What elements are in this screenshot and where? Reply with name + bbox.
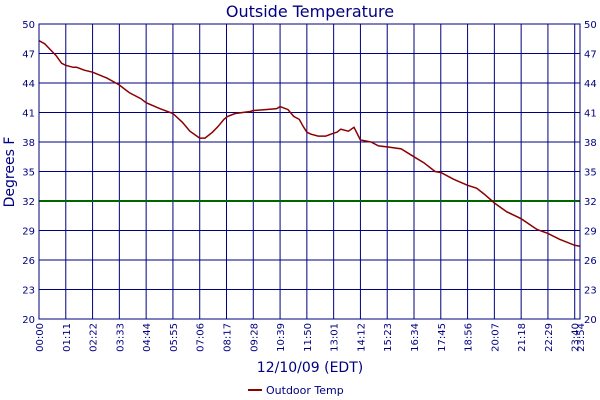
y-tick-label: 50 — [22, 20, 35, 31]
x-tick-label: 15:23 — [383, 323, 394, 352]
y-tick-label-right: 29 — [584, 227, 597, 238]
x-tick-label: 00:00 — [35, 323, 46, 352]
y-tick-label-right: 38 — [584, 138, 597, 149]
series-line-outdoor-temp — [38, 40, 581, 247]
x-tick-label: 14:12 — [356, 323, 367, 352]
y-tick-label-right: 32 — [584, 197, 597, 208]
x-tick-label: 03:33 — [115, 323, 126, 352]
x-tick-label: 07:06 — [196, 323, 207, 352]
y-tick-label-right: 20 — [584, 315, 597, 326]
x-tick-label: 23:40 — [571, 323, 582, 352]
series-layer — [38, 40, 581, 247]
x-tick-label: 17:45 — [437, 323, 448, 352]
y-tick-label: 20 — [22, 315, 35, 326]
x-tick-label: 18:56 — [464, 323, 475, 352]
y-tick-label-right: 41 — [584, 109, 597, 120]
x-tick-label: 09:28 — [249, 323, 260, 352]
x-tick-label: 10:39 — [276, 323, 287, 352]
plot-frame — [38, 23, 581, 320]
x-ticks: 00:00 01:11 02:22 03:33 04:44 05:55 07:06 08:17… — [35, 323, 587, 352]
x-tick-label: 22:29 — [544, 323, 555, 352]
chart-title: Outside Temperature — [226, 2, 394, 21]
y-tick-label-right: 35 — [584, 168, 597, 179]
y-tick-label: 35 — [22, 168, 35, 179]
y-tick-label: 44 — [22, 79, 35, 90]
y-ticks-right: 20 23 26 29 32 35 38 41 44 47 50 — [584, 20, 597, 326]
x-tick-label: 21:18 — [517, 323, 528, 352]
y-axis-label: Degrees F — [2, 137, 18, 208]
x-axis-label: 12/10/09 (EDT) — [257, 360, 363, 376]
y-tick-label-right: 23 — [584, 286, 597, 297]
y-tick-label: 32 — [22, 197, 35, 208]
x-tick-label: 16:34 — [410, 323, 421, 352]
x-tick-label: 20:07 — [490, 323, 501, 352]
y-tick-label: 47 — [22, 50, 35, 61]
y-tick-label: 23 — [22, 286, 35, 297]
x-tick-label: 23:54 — [576, 323, 587, 352]
y-tick-label: 38 — [22, 138, 35, 149]
y-tick-label-right: 44 — [584, 79, 597, 90]
x-tick-label: 13:01 — [330, 323, 341, 352]
y-tick-label-right: 47 — [584, 50, 597, 61]
x-tick-label: 04:44 — [142, 323, 153, 352]
x-tick-label: 11:50 — [303, 323, 314, 352]
x-tick-label: 05:55 — [169, 323, 180, 352]
y-tick-label-right: 26 — [584, 256, 597, 267]
y-tick-label: 26 — [22, 256, 35, 267]
legend: Outdoor Temp — [248, 384, 344, 397]
x-tick-label: 01:11 — [62, 323, 73, 352]
y-tick-label: 41 — [22, 109, 35, 120]
y-tick-label-right: 50 — [584, 20, 597, 31]
legend-label: Outdoor Temp — [266, 384, 344, 397]
y-tick-label: 29 — [22, 227, 35, 238]
x-tick-label: 02:22 — [89, 323, 100, 352]
y-ticks-left: 20 23 26 29 32 35 38 41 44 47 50 — [22, 20, 35, 326]
x-tick-label: 08:17 — [223, 323, 234, 352]
